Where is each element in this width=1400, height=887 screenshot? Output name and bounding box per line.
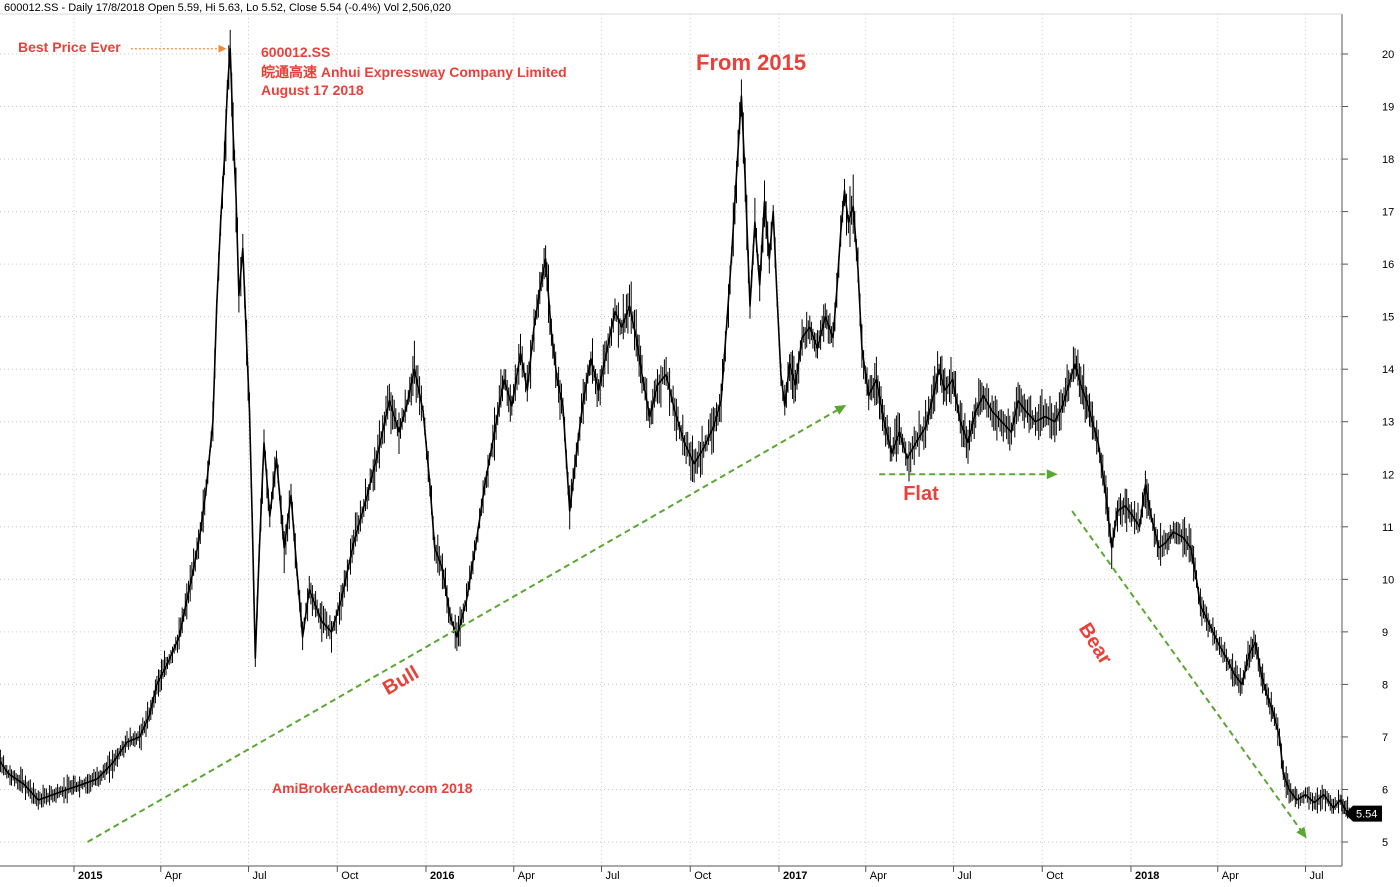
last-price-tag: 5.54	[1345, 805, 1382, 822]
y-tick-label: 6	[1382, 784, 1388, 796]
x-tick-label: Apr	[518, 870, 535, 882]
y-tick-label: 12	[1382, 469, 1394, 481]
last-price-tag-text: 5.54	[1356, 809, 1377, 821]
company-name-label: 皖通高速 Anhui Expressway Company Limited	[261, 64, 567, 80]
x-tick-label: 2015	[78, 870, 102, 882]
ticker-label: 600012.SS	[261, 44, 330, 60]
y-tick-label: 13	[1382, 417, 1394, 429]
y-tick-label: 7	[1382, 732, 1388, 744]
y-axis-ticks: 5 6 7 8 9 10 11 12 13 14 15 16 17 18 19 20	[1342, 49, 1394, 849]
x-tick-label: 2017	[783, 870, 807, 882]
trend-line-bull	[87, 404, 847, 843]
y-tick-label: 8	[1382, 679, 1388, 691]
x-tick-label: Oct	[1046, 870, 1063, 882]
price-series	[0, 29, 1352, 819]
y-tick-label: 18	[1382, 154, 1394, 166]
chart-title: From 2015	[696, 50, 806, 75]
x-tick-label: Oct	[694, 870, 711, 882]
x-tick-label: 2018	[1135, 870, 1159, 882]
trend-lines	[87, 404, 1307, 843]
date-label: August 17 2018	[261, 82, 364, 98]
header-info: 600012.SS - Daily 17/8/2018 Open 5.59, H…	[4, 2, 451, 14]
y-tick-label: 19	[1382, 102, 1394, 114]
best-price-label: Best Price Ever	[18, 39, 121, 55]
y-tick-label: 16	[1382, 259, 1394, 271]
flat-label: Flat	[903, 483, 939, 505]
x-tick-label: Jul	[253, 870, 267, 882]
x-tick-label: 2016	[430, 870, 454, 882]
x-tick-label: Jul	[1310, 870, 1324, 882]
y-tick-label: 11	[1382, 522, 1393, 534]
y-tick-label: 15	[1382, 312, 1394, 324]
x-axis-ticks: 2015 Apr Jul Oct 2016 Apr Jul Oct 2017 Apr Jul Oct 2…	[73, 866, 1324, 882]
trend-line-bear	[1071, 510, 1307, 839]
y-tick-label: 9	[1382, 627, 1388, 639]
y-tick-label: 10	[1382, 574, 1394, 586]
x-tick-label: Apr	[1222, 870, 1239, 882]
x-tick-label: Jul	[606, 870, 620, 882]
y-tick-label: 17	[1382, 207, 1394, 219]
x-tick-label: Apr	[165, 870, 182, 882]
x-tick-label: Apr	[870, 870, 887, 882]
y-tick-label: 14	[1382, 364, 1394, 376]
y-tick-label: 20	[1382, 49, 1394, 61]
watermark-label: AmiBrokerAcademy.com 2018	[272, 780, 473, 796]
x-tick-label: Oct	[341, 870, 358, 882]
last-price-tag-shape	[1345, 805, 1382, 822]
x-tick-label: Jul	[958, 870, 972, 882]
y-tick-label: 5	[1382, 837, 1388, 849]
